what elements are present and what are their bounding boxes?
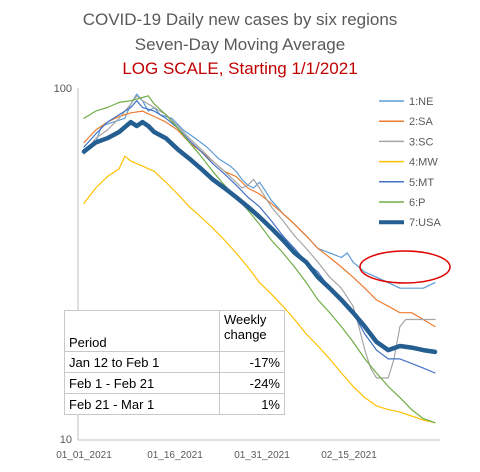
legend-label: 5:MT <box>409 177 434 189</box>
table-row: Feb 21 - Mar 1 1% <box>64 393 285 415</box>
x-tick-label: 01_01_2021 <box>56 450 112 461</box>
table-cell-period: Feb 1 - Feb 21 <box>64 372 220 394</box>
series-line-3-sc <box>83 95 436 379</box>
series-line-2-sa <box>83 110 436 328</box>
table-header-row: Period Weekly change <box>64 310 285 352</box>
legend-label: 3:SC <box>409 136 434 148</box>
table-row: Feb 1 - Feb 21 -24% <box>64 372 285 394</box>
y-tick-label: 100 <box>54 83 72 95</box>
x-tick-label: 01_16_2021 <box>147 450 203 461</box>
red-ellipse-annotation <box>359 250 451 284</box>
legend-label: 2:SA <box>409 116 434 128</box>
legend-label: 6:P <box>409 197 426 209</box>
chart-subtitle-red: LOG SCALE, Starting 1/1/2021 <box>122 59 358 78</box>
x-tick-label: 01_31_2021 <box>234 450 290 461</box>
legend-label: 7:USA <box>409 217 441 229</box>
table-header-period: Period <box>64 310 220 352</box>
chart-title: COVID-19 Daily new cases by six regions <box>82 10 398 29</box>
table-cell-period: Jan 12 to Feb 1 <box>64 351 220 373</box>
weekly-change-table: Period Weekly change Jan 12 to Feb 1 -17… <box>64 310 285 415</box>
table-cell-period: Feb 21 - Mar 1 <box>64 393 220 415</box>
table-header-change-line1: Weekly <box>224 312 267 327</box>
legend: 1:NE 2:SA 3:SC 4:MW 5:MT 6:P 7:USA <box>379 96 441 229</box>
table-header-change: Weekly change <box>219 310 285 352</box>
y-tick-label: 10 <box>60 434 72 446</box>
table-row: Jan 12 to Feb 1 -17% <box>64 351 285 373</box>
series-line-7-usa <box>81 119 438 355</box>
legend-label: 4:MW <box>409 157 438 169</box>
x-tick-label: 02_15_2021 <box>321 450 377 461</box>
series-line-5-mt <box>83 100 436 374</box>
chart-subtitle: Seven-Day Moving Average <box>134 35 346 54</box>
legend-label: 1:NE <box>409 96 433 108</box>
table-cell-change: 1% <box>219 393 285 415</box>
table-cell-change: -24% <box>219 372 285 394</box>
series-line-6-p <box>83 95 436 424</box>
table-header-change-line2: change <box>224 327 267 342</box>
table-cell-change: -17% <box>219 351 285 373</box>
series-line-4-mw <box>83 155 436 424</box>
